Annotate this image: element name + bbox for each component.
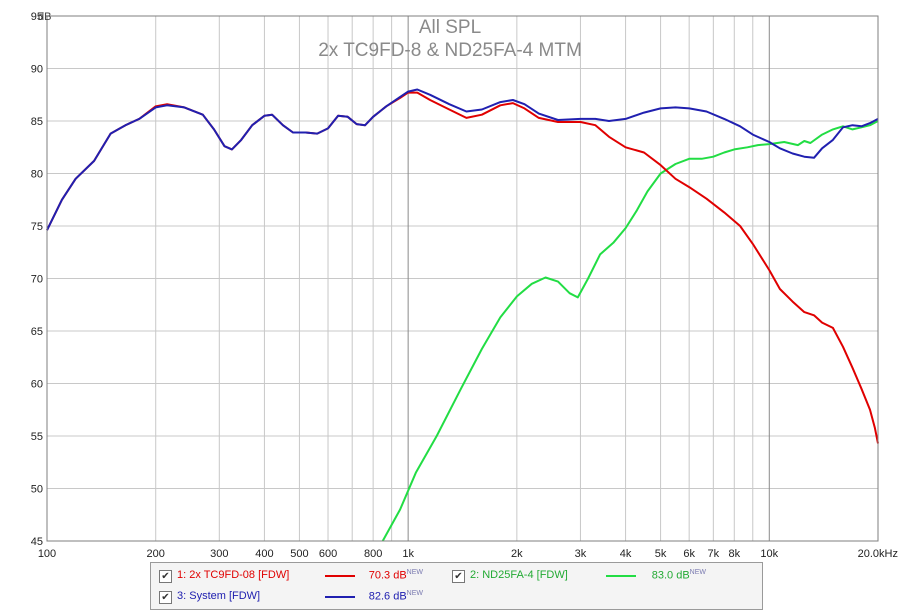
y-tick-label: 55 xyxy=(31,431,43,443)
y-tick-label: 50 xyxy=(31,484,43,496)
checkbox-icon[interactable]: ✔ xyxy=(159,570,172,583)
y-tick-label: 45 xyxy=(31,536,43,548)
legend-swatch xyxy=(325,575,355,577)
x-tick-label: 800 xyxy=(364,548,382,560)
x-tick-label: 400 xyxy=(255,548,273,560)
y-tick-label: 75 xyxy=(31,221,43,233)
x-tick-label: 6k xyxy=(683,548,695,560)
legend-value: 82.6 dBNEW xyxy=(368,590,423,603)
chart-subtitle: 2x TC9FD-8 & ND25FA-4 MTM xyxy=(318,40,582,61)
checkbox-icon[interactable]: ✔ xyxy=(159,591,172,604)
x-tick-label: 100 xyxy=(38,548,56,560)
y-tick-label: 60 xyxy=(31,379,43,391)
y-tick-label: 70 xyxy=(31,274,43,286)
y-tick-label: 85 xyxy=(31,116,43,128)
x-tick-label: 200 xyxy=(147,548,165,560)
y-tick-label: 65 xyxy=(31,326,43,338)
x-tick-label: 20.0kHz xyxy=(858,548,898,560)
x-tick-label: 1k xyxy=(402,548,414,560)
series-line-2 xyxy=(381,120,879,542)
legend-label: 3: System [FDW] xyxy=(177,590,261,602)
plot-frame xyxy=(46,15,879,542)
legend-label: 2: ND25FA-4 [FDW] xyxy=(470,569,568,581)
x-tick-label: 7k xyxy=(708,548,720,560)
x-tick-label: 10k xyxy=(760,548,778,560)
y-axis-unit: dB xyxy=(38,11,51,23)
legend-value: 70.3 dBNEW xyxy=(368,569,423,582)
legend-swatch xyxy=(606,575,636,577)
legend-item-system[interactable]: ✔ 3: System [FDW] 82.6 dBNEW xyxy=(159,589,459,607)
x-tick-label: 4k xyxy=(620,548,632,560)
x-tick-label: 300 xyxy=(210,548,228,560)
x-tick-label: 8k xyxy=(728,548,740,560)
x-tick-label: 3k xyxy=(575,548,587,560)
grid xyxy=(46,15,879,542)
y-tick-label: 95 xyxy=(31,11,43,23)
x-tick-label: 600 xyxy=(319,548,337,560)
y-tick-label: 80 xyxy=(31,169,43,181)
legend: ✔ 1: 2x TC9FD-08 [FDW] 70.3 dBNEW ✔ 2: N… xyxy=(150,562,763,610)
series-lines xyxy=(46,88,879,542)
checkbox-icon[interactable]: ✔ xyxy=(452,570,465,583)
y-tick-labels: 45 50 55 60 65 70 75 80 85 90 95 xyxy=(31,11,43,548)
legend-label: 1: 2x TC9FD-08 [FDW] xyxy=(177,569,290,581)
legend-item-tweeter[interactable]: ✔ 2: ND25FA-4 [FDW] 83.0 dBNEW xyxy=(452,568,752,586)
legend-item-woofer[interactable]: ✔ 1: 2x TC9FD-08 [FDW] 70.3 dBNEW xyxy=(159,568,459,586)
y-tick-label: 90 xyxy=(31,64,43,76)
legend-swatch xyxy=(325,596,355,598)
x-tick-label: 5k xyxy=(655,548,667,560)
x-tick-label: 2k xyxy=(511,548,523,560)
x-tick-labels: 100 200 300 400 500 600 800 1k 2k 3k 4k 5k 6k 7k 8k 10k… xyxy=(38,548,898,560)
series-line-3 xyxy=(46,88,879,231)
chart-title: All SPL xyxy=(419,17,481,38)
x-tick-label: 500 xyxy=(290,548,308,560)
legend-value: 83.0 dBNEW xyxy=(651,569,706,582)
